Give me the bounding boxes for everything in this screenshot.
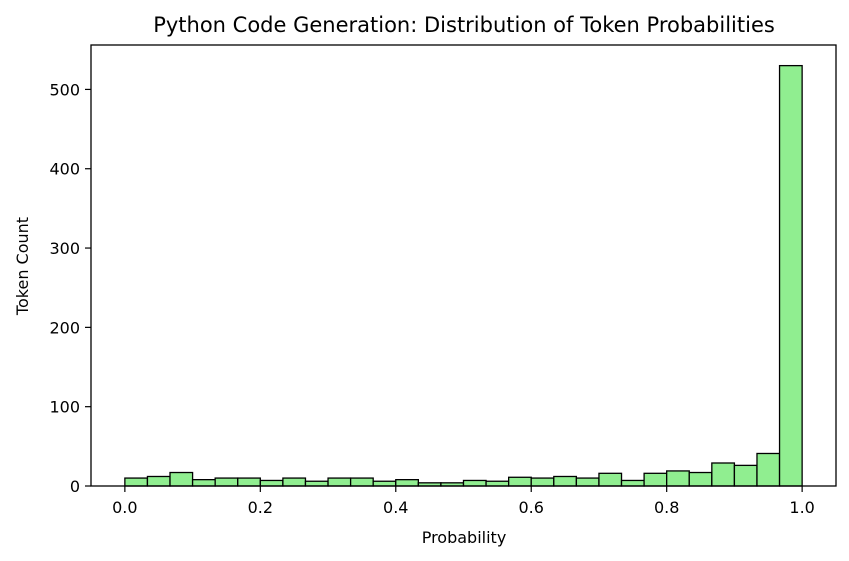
histogram-bar bbox=[259, 479, 284, 487]
histogram-bar bbox=[711, 462, 736, 487]
histogram-bar bbox=[507, 476, 532, 487]
x-tick-label: 1.0 bbox=[789, 498, 814, 517]
histogram-bar bbox=[462, 479, 487, 487]
histogram-bar bbox=[620, 479, 645, 487]
x-tick-label: 0.8 bbox=[654, 498, 679, 517]
histogram-bar bbox=[372, 480, 397, 487]
y-tick-label: 0 bbox=[70, 477, 80, 496]
histogram-bar bbox=[778, 64, 803, 487]
histogram-bar bbox=[214, 477, 239, 487]
x-tick-label: 0.0 bbox=[112, 498, 137, 517]
y-axis-ticks: 0 100 200 300 400 500 bbox=[49, 80, 91, 496]
bars-group bbox=[124, 64, 803, 487]
histogram-bar bbox=[395, 479, 419, 487]
histogram-bar bbox=[124, 477, 149, 487]
histogram-bar bbox=[688, 471, 713, 487]
histogram-bar bbox=[598, 472, 623, 487]
histogram-bar bbox=[756, 452, 781, 487]
histogram-bar bbox=[282, 477, 307, 487]
histogram-bar bbox=[146, 475, 171, 487]
y-tick-label: 500 bbox=[49, 80, 80, 99]
histogram-bar bbox=[327, 477, 352, 487]
histogram-bar bbox=[530, 477, 555, 487]
plot-frame bbox=[90, 44, 837, 487]
histogram-bar bbox=[237, 477, 261, 487]
histogram-bar bbox=[485, 480, 510, 487]
y-axis-label: Token Count bbox=[13, 217, 32, 316]
histogram-bar bbox=[349, 477, 374, 487]
histogram-bar bbox=[553, 475, 578, 487]
y-tick-label: 200 bbox=[49, 318, 80, 337]
histogram-bar bbox=[666, 470, 690, 487]
histogram-bar bbox=[304, 480, 329, 487]
histogram-bar bbox=[733, 464, 758, 487]
y-tick-label: 300 bbox=[49, 239, 80, 258]
x-tick-label: 0.4 bbox=[383, 498, 408, 517]
histogram-bar bbox=[575, 477, 600, 487]
y-tick-label: 400 bbox=[49, 160, 80, 179]
y-tick-label: 100 bbox=[49, 398, 80, 417]
chart-title: Python Code Generation: Distribution of … bbox=[153, 13, 775, 37]
x-tick-label: 0.2 bbox=[248, 498, 273, 517]
histogram-bar bbox=[643, 472, 668, 487]
x-tick-label: 0.6 bbox=[519, 498, 544, 517]
x-axis-label: Probability bbox=[422, 528, 507, 547]
histogram-bar bbox=[169, 471, 194, 487]
histogram-bar bbox=[191, 479, 216, 487]
x-axis-ticks: 0.0 0.2 0.4 0.6 0.8 1.0 bbox=[112, 486, 815, 517]
